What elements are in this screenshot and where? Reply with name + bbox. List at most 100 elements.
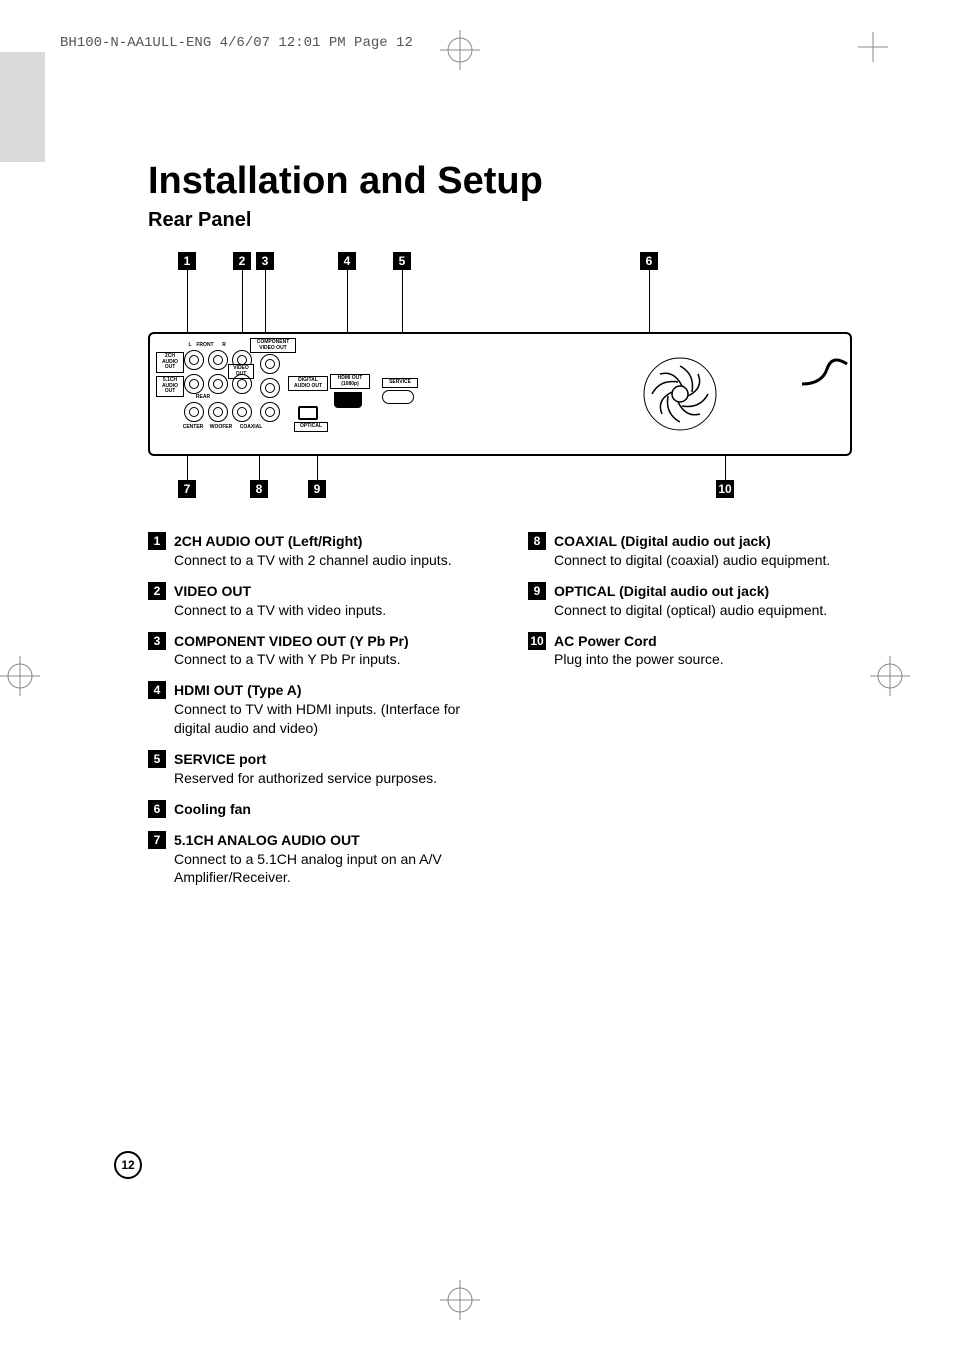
item-number: 10	[528, 632, 546, 650]
item-title: 2CH AUDIO OUT (Left/Right)	[174, 533, 362, 549]
label-woofer: WOOFER	[206, 424, 236, 430]
jack-pb	[260, 378, 280, 398]
item-body: COMPONENT VIDEO OUT (Y Pb Pr)Connect to …	[174, 632, 409, 670]
item-body: AC Power CordPlug into the power source.	[554, 632, 724, 670]
label-optical: OPTICAL	[294, 422, 328, 432]
item-body: Cooling fan	[174, 800, 251, 819]
callout-5: 5	[393, 252, 411, 270]
item-number: 2	[148, 582, 166, 600]
callout-2: 2	[233, 252, 251, 270]
jack-51-rr	[208, 402, 228, 422]
item-number: 9	[528, 582, 546, 600]
item-desc: Plug into the power source.	[554, 650, 724, 669]
item-body: COAXIAL (Digital audio out jack) Connect …	[554, 532, 830, 570]
jack-51-sw	[232, 402, 252, 422]
label-coaxial: COAXIAL	[236, 424, 266, 430]
cooling-fan-icon	[640, 354, 720, 434]
item-title: VIDEO OUT	[174, 583, 251, 599]
desc-item-7: 7 5.1CH ANALOG AUDIO OUT Connect to a 5.1C…	[148, 831, 488, 888]
item-body: HDMI OUT (Type A) Connect to TV with HDMI…	[174, 681, 488, 738]
item-title: OPTICAL (Digital audio out jack)	[554, 583, 769, 599]
jack-51-c	[232, 374, 252, 394]
item-number: 3	[148, 632, 166, 650]
item-title: COAXIAL (Digital audio out jack)	[554, 533, 771, 549]
desc-item-1: 1 2CH AUDIO OUT (Left/Right) Connect to a …	[148, 532, 488, 570]
label-center: CENTER	[178, 424, 208, 430]
item-desc: Connect to a TV with video inputs.	[174, 601, 386, 620]
label-component: COMPONENT VIDEO OUT	[250, 338, 296, 353]
item-number: 6	[148, 800, 166, 818]
desc-item-8: 8 COAXIAL (Digital audio out jack) Connect…	[528, 532, 868, 570]
page-number: 12	[114, 1151, 142, 1179]
callout-9: 9	[308, 480, 326, 498]
lead-line	[259, 452, 260, 480]
item-title: SERVICE port	[174, 751, 266, 767]
item-number: 8	[528, 532, 546, 550]
jack-2ch-l	[184, 350, 204, 370]
item-number: 7	[148, 831, 166, 849]
label-51ch: 5.1CH AUDIO OUT	[156, 376, 184, 397]
item-number: 1	[148, 532, 166, 550]
item-desc: Reserved for authorized service purposes…	[174, 769, 437, 788]
jack-51-rl	[184, 402, 204, 422]
label-digital: DIGITAL AUDIO OUT	[288, 376, 328, 391]
power-cord-icon	[802, 354, 852, 404]
item-body: OPTICAL (Digital audio out jack) Connect …	[554, 582, 827, 620]
label-r: R	[218, 342, 230, 348]
label-front: FRONT	[190, 342, 220, 348]
item-desc: Connect to digital (optical) audio equip…	[554, 601, 827, 620]
print-header: BH100-N-AA1ULL-ENG 4/6/07 12:01 PM Page …	[60, 35, 413, 51]
left-column: 1 2CH AUDIO OUT (Left/Right) Connect to a …	[148, 532, 488, 899]
callout-10: 10	[716, 480, 734, 498]
item-number: 5	[148, 750, 166, 768]
desc-item-10: 10 AC Power CordPlug into the power sourc…	[528, 632, 868, 670]
item-title: Cooling fan	[174, 801, 251, 817]
item-desc: Connect to a TV with 2 channel audio inp…	[174, 551, 452, 570]
item-desc: Connect to TV with HDMI inputs. (Interfa…	[174, 700, 488, 738]
port-optical	[298, 406, 318, 420]
desc-item-5: 5 SERVICE port Reserved for authorized ser…	[148, 750, 488, 788]
rear-panel-diagram: 123456 78910 2CH AUDIO OUT 5.1CH AUDIO O…	[148, 252, 848, 512]
item-title: 5.1CH ANALOG AUDIO OUT	[174, 832, 360, 848]
lead-line	[649, 270, 650, 332]
section-title: Rear Panel	[148, 209, 868, 232]
desc-item-6: 6 Cooling fan	[148, 800, 488, 819]
callout-8: 8	[250, 480, 268, 498]
desc-item-9: 9 OPTICAL (Digital audio out jack) Connect…	[528, 582, 868, 620]
lead-line	[265, 270, 266, 332]
label-rear: REAR	[188, 394, 218, 400]
callout-3: 3	[256, 252, 274, 270]
lead-line	[242, 270, 243, 332]
jack-51-fr	[208, 374, 228, 394]
item-number: 4	[148, 681, 166, 699]
callout-4: 4	[338, 252, 356, 270]
item-desc: Connect to a TV with Y Pb Pr inputs.	[174, 650, 409, 669]
port-service	[382, 390, 414, 404]
item-body: SERVICE port Reserved for authorized serv…	[174, 750, 437, 788]
item-body: VIDEO OUT Connect to a TV with video inpu…	[174, 582, 386, 620]
jack-51-fl	[184, 374, 204, 394]
page-content: Installation and Setup Rear Panel 123456…	[148, 160, 868, 899]
desc-item-3: 3 COMPONENT VIDEO OUT (Y Pb Pr)Connect to…	[148, 632, 488, 670]
desc-item-2: 2 VIDEO OUT Connect to a TV with video inp…	[148, 582, 488, 620]
side-tab	[0, 52, 45, 162]
label-2ch: 2CH AUDIO OUT	[156, 352, 184, 373]
port-hdmi	[334, 392, 362, 408]
lead-line	[187, 452, 188, 480]
description-columns: 1 2CH AUDIO OUT (Left/Right) Connect to a …	[148, 532, 868, 899]
item-title: HDMI OUT (Type A)	[174, 682, 302, 698]
item-desc: Connect to a 5.1CH analog input on an A/…	[174, 850, 488, 888]
lead-line	[187, 270, 188, 332]
jack-2ch-r	[208, 350, 228, 370]
jack-y	[260, 354, 280, 374]
label-hdmi: HDMI OUT (1080p)	[330, 374, 370, 389]
item-desc: Connect to digital (coaxial) audio equip…	[554, 551, 830, 570]
lead-line	[347, 270, 348, 332]
lead-line	[725, 452, 726, 480]
lead-line	[317, 452, 318, 480]
label-service: SERVICE	[382, 378, 418, 388]
page-title: Installation and Setup	[148, 160, 868, 203]
item-body: 2CH AUDIO OUT (Left/Right) Connect to a T…	[174, 532, 452, 570]
jack-pr	[260, 402, 280, 422]
item-body: 5.1CH ANALOG AUDIO OUT Connect to a 5.1CH…	[174, 831, 488, 888]
